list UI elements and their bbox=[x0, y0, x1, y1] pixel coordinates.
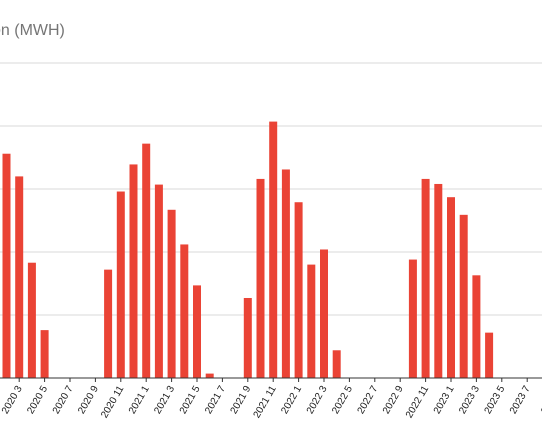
bar-2022-4 bbox=[332, 350, 341, 378]
x-tick-label: 2021 3 bbox=[152, 384, 177, 416]
x-tick-label: 2020 3 bbox=[0, 384, 25, 416]
bar-2023-1 bbox=[447, 197, 455, 378]
x-tick-label: 2022 11 bbox=[404, 384, 431, 421]
bar-2021-6 bbox=[205, 373, 214, 378]
x-tick-label: 2021 1 bbox=[127, 384, 152, 416]
bar-2020-2 bbox=[2, 153, 11, 378]
x-tick-label: 2022 9 bbox=[381, 384, 406, 416]
x-tick-label: 2020 9 bbox=[76, 384, 101, 416]
bar-2022-1 bbox=[294, 202, 303, 378]
bar-2021-2 bbox=[154, 184, 163, 378]
bar-2023-3 bbox=[472, 275, 481, 378]
x-tick-label: 2023 5 bbox=[483, 384, 508, 416]
bar-2020-4 bbox=[27, 262, 36, 378]
x-tick-label: 2022 3 bbox=[305, 384, 330, 416]
bar-2021-11 bbox=[269, 121, 278, 378]
x-tick-label: 2022 1 bbox=[279, 384, 304, 416]
x-tick-label: 2023 3 bbox=[457, 384, 482, 416]
x-tick-label: 2021 9 bbox=[229, 384, 254, 416]
x-tick-label: 2022 5 bbox=[330, 384, 355, 416]
bar-2020-12 bbox=[129, 164, 138, 378]
bar-2021-9 bbox=[243, 297, 252, 378]
bars bbox=[2, 121, 494, 378]
bar-2020-11 bbox=[116, 191, 125, 378]
x-tick-label: 2021 7 bbox=[203, 384, 228, 416]
bar-2022-3 bbox=[320, 249, 328, 378]
x-tick-label: 2023 7 bbox=[508, 384, 533, 416]
x-tick-label: 2020 11 bbox=[99, 384, 126, 421]
bar-2021-12 bbox=[281, 169, 290, 378]
bar-2022-2 bbox=[307, 264, 316, 378]
bar-2021-3 bbox=[167, 209, 176, 378]
bar-2021-5 bbox=[193, 285, 201, 378]
bar-2022-12 bbox=[434, 183, 443, 378]
bar-2021-4 bbox=[180, 244, 189, 378]
bar-2021-10 bbox=[256, 178, 265, 378]
chart-title: on (MWH) bbox=[0, 22, 65, 39]
bar-2022-10 bbox=[408, 259, 417, 378]
x-tick-label: 2020 5 bbox=[25, 384, 50, 416]
x-tick-label: 2022 7 bbox=[356, 384, 381, 416]
bar-2023-4 bbox=[485, 332, 494, 378]
bar-2020-10 bbox=[104, 269, 113, 378]
bar-2020-5 bbox=[40, 330, 49, 378]
bar-2020-3 bbox=[15, 176, 24, 378]
x-tick-label: 2023 1 bbox=[432, 384, 457, 416]
x-tick-label: 2021 5 bbox=[178, 384, 203, 416]
bar-2023-2 bbox=[459, 214, 468, 378]
x-tick-label: 2020 7 bbox=[51, 384, 76, 416]
bar-2021-1 bbox=[142, 143, 151, 378]
bar-2022-11 bbox=[421, 178, 430, 378]
x-tick-label: 2021 11 bbox=[252, 384, 279, 421]
